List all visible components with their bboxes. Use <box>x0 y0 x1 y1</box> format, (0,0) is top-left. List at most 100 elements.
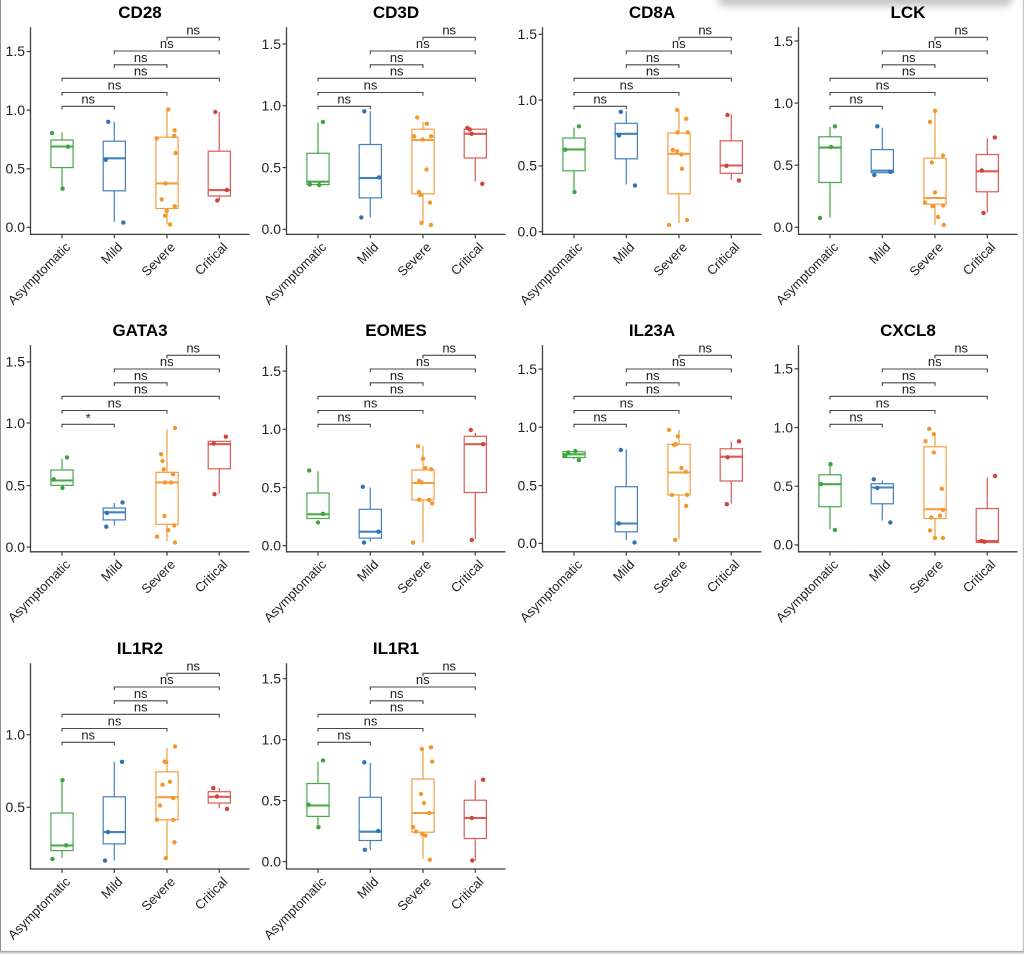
svg-text:ns: ns <box>849 409 863 424</box>
svg-text:0.5: 0.5 <box>518 158 538 174</box>
svg-text:ns: ns <box>81 91 95 106</box>
svg-text:ns: ns <box>672 36 686 51</box>
svg-text:0.5: 0.5 <box>6 799 26 815</box>
svg-text:0.5: 0.5 <box>774 478 794 494</box>
svg-text:ns: ns <box>876 78 890 93</box>
svg-text:ns: ns <box>160 672 174 687</box>
svg-text:0.0: 0.0 <box>6 219 26 235</box>
svg-text:0.5: 0.5 <box>774 157 794 173</box>
svg-text:EOMES: EOMES <box>365 321 426 340</box>
svg-text:ns: ns <box>160 36 174 51</box>
svg-text:ns: ns <box>390 63 404 78</box>
svg-text:ns: ns <box>108 714 122 729</box>
svg-text:0.0: 0.0 <box>262 221 282 237</box>
svg-text:0.5: 0.5 <box>262 792 282 808</box>
svg-text:ns: ns <box>698 22 712 37</box>
svg-text:0.0: 0.0 <box>518 224 538 240</box>
svg-text:0.0: 0.0 <box>774 537 794 553</box>
svg-text:1.0: 1.0 <box>6 102 26 118</box>
svg-text:IL23A: IL23A <box>629 321 675 340</box>
svg-text:ns: ns <box>416 672 430 687</box>
svg-text:ns: ns <box>337 409 351 424</box>
svg-text:ns: ns <box>620 78 634 93</box>
svg-text:1.0: 1.0 <box>518 92 538 108</box>
svg-text:0.0: 0.0 <box>518 535 538 551</box>
svg-text:ns: ns <box>593 91 607 106</box>
svg-text:ns: ns <box>186 658 200 673</box>
svg-text:ns: ns <box>186 340 200 355</box>
svg-text:1.5: 1.5 <box>262 670 282 686</box>
svg-text:1.0: 1.0 <box>262 731 282 747</box>
svg-text:CD8A: CD8A <box>629 3 675 22</box>
svg-text:ns: ns <box>160 354 174 369</box>
svg-text:CD3D: CD3D <box>373 3 419 22</box>
svg-text:ns: ns <box>620 396 634 411</box>
svg-text:ns: ns <box>390 686 404 701</box>
svg-text:0.5: 0.5 <box>6 161 26 177</box>
svg-text:ns: ns <box>902 63 916 78</box>
svg-text:ns: ns <box>442 658 456 673</box>
svg-text:ns: ns <box>849 91 863 106</box>
svg-text:1.5: 1.5 <box>6 43 26 59</box>
svg-text:0.5: 0.5 <box>262 479 282 495</box>
svg-text:ns: ns <box>390 381 404 396</box>
svg-text:ns: ns <box>134 699 148 714</box>
svg-text:0.5: 0.5 <box>518 477 538 493</box>
svg-text:0.0: 0.0 <box>262 538 282 554</box>
svg-text:ns: ns <box>134 63 148 78</box>
svg-text:ns: ns <box>672 354 686 369</box>
svg-text:1.0: 1.0 <box>6 415 26 431</box>
svg-text:ns: ns <box>954 22 968 37</box>
svg-text:ns: ns <box>416 36 430 51</box>
svg-text:ns: ns <box>902 381 916 396</box>
svg-text:ns: ns <box>876 396 890 411</box>
svg-text:ns: ns <box>698 340 712 355</box>
svg-text:ns: ns <box>134 368 148 383</box>
svg-text:ns: ns <box>954 340 968 355</box>
svg-text:CD28: CD28 <box>118 3 161 22</box>
svg-text:0.5: 0.5 <box>262 159 282 175</box>
svg-text:1.0: 1.0 <box>518 419 538 435</box>
svg-text:*: * <box>86 411 91 426</box>
svg-text:ns: ns <box>390 699 404 714</box>
svg-text:ns: ns <box>442 22 456 37</box>
svg-text:1.5: 1.5 <box>6 354 26 370</box>
svg-text:ns: ns <box>337 91 351 106</box>
svg-text:ns: ns <box>593 409 607 424</box>
svg-text:ns: ns <box>928 36 942 51</box>
svg-text:1.0: 1.0 <box>774 419 794 435</box>
svg-text:ns: ns <box>646 368 660 383</box>
svg-text:ns: ns <box>364 396 378 411</box>
svg-text:1.0: 1.0 <box>262 421 282 437</box>
svg-text:ns: ns <box>416 354 430 369</box>
svg-text:ns: ns <box>186 22 200 37</box>
svg-text:IL1R2: IL1R2 <box>117 639 163 658</box>
svg-text:ns: ns <box>364 78 378 93</box>
svg-text:ns: ns <box>337 727 351 742</box>
svg-text:1.5: 1.5 <box>518 26 538 42</box>
svg-text:1.5: 1.5 <box>262 363 282 379</box>
svg-text:0.5: 0.5 <box>6 477 26 493</box>
svg-text:ns: ns <box>134 50 148 65</box>
svg-text:ns: ns <box>928 354 942 369</box>
svg-text:ns: ns <box>108 78 122 93</box>
svg-text:ns: ns <box>646 63 660 78</box>
svg-text:1.0: 1.0 <box>6 727 26 743</box>
svg-text:ns: ns <box>902 50 916 65</box>
svg-text:1.5: 1.5 <box>774 361 794 377</box>
svg-text:ns: ns <box>390 368 404 383</box>
svg-text:LCK: LCK <box>891 3 927 22</box>
svg-text:0.0: 0.0 <box>6 539 26 555</box>
svg-text:CXCL8: CXCL8 <box>880 321 936 340</box>
svg-text:1.5: 1.5 <box>518 361 538 377</box>
svg-text:1.5: 1.5 <box>774 33 794 49</box>
svg-text:ns: ns <box>390 50 404 65</box>
svg-text:GATA3: GATA3 <box>112 321 167 340</box>
svg-text:IL1R1: IL1R1 <box>373 639 419 658</box>
svg-text:ns: ns <box>364 714 378 729</box>
svg-text:ns: ns <box>646 381 660 396</box>
svg-text:ns: ns <box>442 340 456 355</box>
svg-text:0.0: 0.0 <box>262 853 282 869</box>
svg-text:1.5: 1.5 <box>262 36 282 52</box>
svg-text:0.0: 0.0 <box>774 219 794 235</box>
